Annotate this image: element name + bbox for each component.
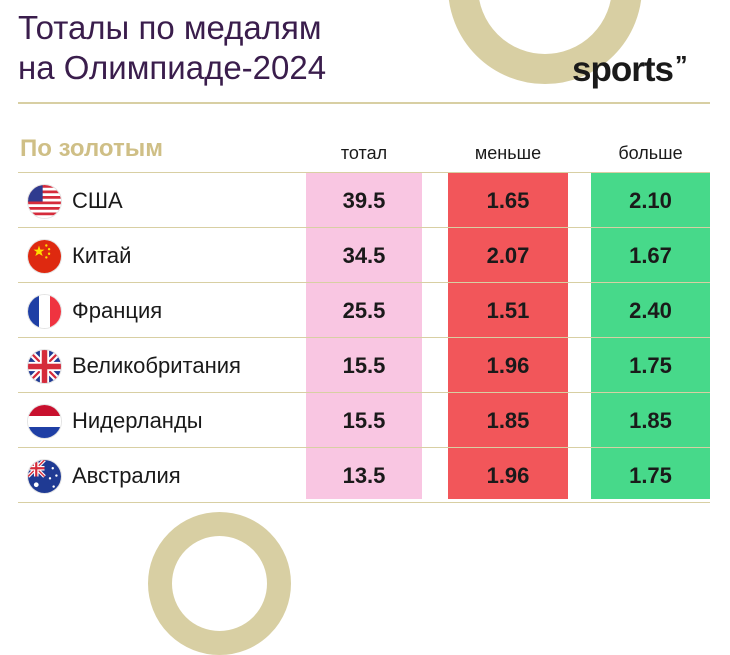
total-value: 13.5 [342,463,386,488]
logo-mark: ’’ [674,50,688,80]
column-header-less: меньше [474,143,542,163]
country-name: США [72,188,123,213]
more-odds: 2.10 [629,188,672,213]
table-row: Китай 34.5 2.07 1.67 [18,228,710,283]
uk-flag-icon [27,349,62,384]
less-odds: 1.85 [486,408,530,433]
logo-text: sports [572,50,674,89]
france-flag-icon [27,294,62,329]
more-column-background [591,172,710,499]
country-name: Франция [72,298,163,323]
less-odds: 1.65 [486,188,530,213]
total-column-background [306,172,422,499]
country-name: Нидерланды [72,408,203,433]
less-odds: 1.96 [486,353,530,378]
odds-table: США 39.5 1.65 2.10 Китай 34.5 2.07 1.67 [18,172,710,503]
total-value: 25.5 [342,298,386,323]
less-column-background [448,172,568,499]
country-name: Австралия [72,463,181,488]
more-odds: 1.75 [629,353,672,378]
table-row: Нидерланды 15.5 1.85 1.85 [18,393,710,448]
column-header-total: тотал [340,143,388,163]
more-odds: 1.75 [629,463,672,488]
australia-flag-icon [27,459,62,494]
less-odds: 1.51 [486,298,530,323]
more-odds: 1.85 [629,408,672,433]
more-odds: 2.40 [629,298,672,323]
table-row: Великобритания 15.5 1.96 1.75 [18,338,710,393]
less-odds: 1.96 [486,463,530,488]
total-value: 39.5 [342,188,386,213]
table-row: США 39.5 1.65 2.10 [18,173,710,228]
title-line-2: на Олимпиаде-2024 [18,49,327,86]
total-value: 15.5 [342,408,386,433]
title-line-1: Тоталы по медалям [18,9,322,46]
total-value: 34.5 [342,243,386,268]
section-label: По золотым [20,135,163,162]
country-name: Великобритания [72,353,241,378]
usa-flag-icon [27,184,62,219]
less-odds: 2.07 [486,243,530,268]
column-header-more: больше [618,143,683,163]
netherlands-flag-icon [27,404,62,439]
table-row: Франция 25.5 1.51 2.40 [18,283,710,338]
country-name: Китай [72,243,132,268]
header-divider [18,102,710,104]
sports-logo: sports’’ [572,50,688,90]
china-flag-icon [27,239,62,274]
page-title: Тоталы по медалям на Олимпиаде-2024 [18,8,458,88]
decorative-ring-bottom [148,512,291,655]
table-row: Австралия 13.5 1.96 1.75 [18,448,710,503]
more-odds: 1.67 [629,243,672,268]
total-value: 15.5 [342,353,386,378]
